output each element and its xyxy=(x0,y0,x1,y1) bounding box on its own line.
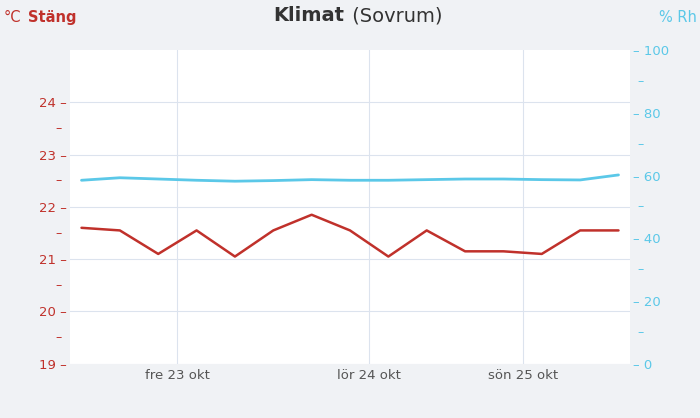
Text: –: – xyxy=(55,331,62,344)
Text: –: – xyxy=(55,122,62,135)
Text: Stäng: Stäng xyxy=(28,10,76,25)
Text: –: – xyxy=(637,326,643,339)
Text: –: – xyxy=(55,279,62,292)
Text: –: – xyxy=(55,227,62,240)
Text: Klimat: Klimat xyxy=(274,6,344,25)
Text: –: – xyxy=(637,200,643,214)
Text: –: – xyxy=(55,174,62,187)
Text: –: – xyxy=(637,138,643,151)
Text: % Rh: % Rh xyxy=(659,10,696,25)
Text: –: – xyxy=(637,263,643,276)
Text: °C: °C xyxy=(4,10,21,25)
Text: –: – xyxy=(637,75,643,88)
Text: (Sovrum): (Sovrum) xyxy=(346,6,442,25)
